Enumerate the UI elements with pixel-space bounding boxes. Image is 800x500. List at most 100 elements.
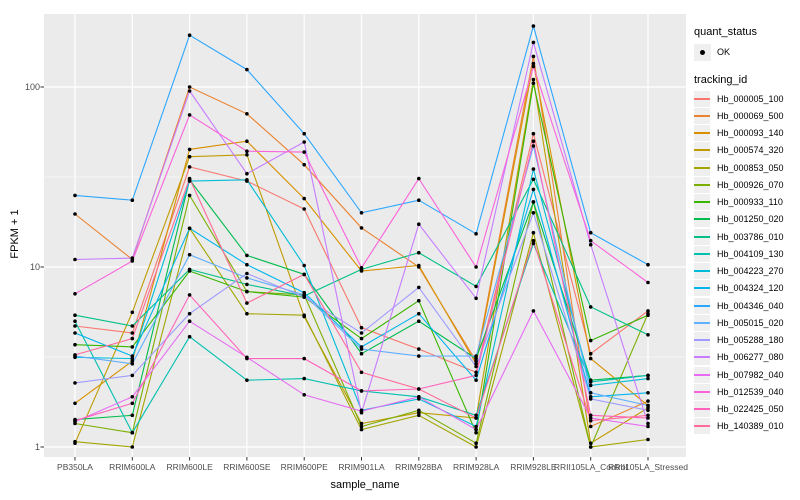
data-point bbox=[302, 313, 307, 318]
data-point bbox=[646, 262, 650, 267]
data-point bbox=[588, 391, 593, 395]
line-sample-icon bbox=[694, 132, 710, 134]
data-point bbox=[245, 171, 249, 176]
data-point bbox=[474, 441, 478, 446]
data-point bbox=[73, 212, 77, 216]
legend-key-swatch bbox=[694, 107, 710, 124]
data-point bbox=[417, 413, 421, 418]
legend-entry-label: Hb_005288_180 bbox=[717, 335, 784, 345]
legend-title-quant-status: quant_status bbox=[694, 26, 757, 38]
x-tick-label: RRIM600LA bbox=[109, 462, 156, 472]
data-point bbox=[130, 430, 135, 435]
data-point bbox=[73, 292, 77, 296]
data-point bbox=[417, 319, 421, 324]
data-point bbox=[474, 370, 478, 375]
data-point bbox=[531, 309, 536, 313]
data-point bbox=[359, 389, 364, 393]
data-point bbox=[187, 33, 192, 37]
data-point bbox=[73, 401, 77, 406]
legend-entry-label: Hb_012539_040 bbox=[717, 386, 784, 397]
data-point bbox=[588, 383, 593, 388]
data-point bbox=[417, 176, 421, 181]
legend-key-swatch bbox=[694, 159, 710, 176]
legend-entry-label: Hb_000005_100 bbox=[717, 93, 784, 104]
legend-entry-label: Hb_004223_270 bbox=[717, 266, 784, 276]
data-point bbox=[302, 356, 307, 361]
data-point bbox=[302, 393, 307, 397]
line-sample-icon bbox=[694, 183, 710, 186]
legend-entry-label: Hb_000853_050 bbox=[717, 162, 784, 173]
data-point bbox=[130, 259, 135, 263]
data-point bbox=[245, 149, 249, 153]
data-point bbox=[531, 167, 536, 171]
data-point bbox=[187, 334, 192, 339]
y-axis-title: FPKM + 1 bbox=[9, 209, 21, 259]
data-point bbox=[417, 347, 421, 351]
data-point bbox=[187, 319, 192, 324]
data-point bbox=[417, 395, 421, 399]
data-points bbox=[73, 24, 650, 449]
data-point bbox=[302, 272, 307, 277]
data-point bbox=[130, 198, 135, 202]
data-point bbox=[417, 387, 421, 391]
data-point bbox=[588, 305, 593, 309]
data-point bbox=[73, 193, 77, 198]
data-point bbox=[588, 416, 593, 420]
legend-key-swatch bbox=[694, 401, 710, 417]
line-sample-icon bbox=[694, 166, 710, 169]
data-point bbox=[646, 413, 650, 418]
data-point bbox=[73, 418, 77, 423]
data-point bbox=[187, 154, 192, 159]
data-point bbox=[588, 445, 593, 449]
data-point bbox=[245, 282, 249, 287]
data-point bbox=[187, 252, 192, 257]
y-tick-label: 1 bbox=[34, 442, 40, 452]
legend-key-swatch bbox=[694, 263, 710, 279]
data-point bbox=[73, 439, 77, 444]
legend-key-swatch bbox=[694, 125, 710, 141]
data-point bbox=[646, 399, 650, 403]
data-point bbox=[245, 112, 249, 116]
x-tick-label: RRIM928LA bbox=[452, 462, 500, 472]
data-point bbox=[474, 265, 478, 269]
legend-key-swatch bbox=[694, 194, 710, 210]
data-point bbox=[245, 271, 249, 276]
line-sample-icon bbox=[694, 235, 710, 238]
data-point bbox=[417, 354, 421, 358]
data-point bbox=[531, 238, 536, 243]
data-point bbox=[646, 309, 650, 313]
data-point bbox=[187, 179, 192, 183]
data-point bbox=[302, 140, 307, 144]
data-point bbox=[302, 376, 307, 381]
legend-key-swatch bbox=[694, 332, 710, 348]
data-point bbox=[359, 427, 364, 432]
data-point bbox=[130, 445, 135, 449]
data-point bbox=[417, 298, 421, 303]
legend-key-swatch bbox=[694, 418, 710, 435]
data-point bbox=[646, 403, 650, 408]
x-tick-label: RRIM901LA bbox=[338, 462, 385, 472]
data-point bbox=[531, 211, 536, 215]
data-point bbox=[130, 256, 135, 260]
data-point bbox=[646, 373, 650, 378]
legend-key-swatch bbox=[694, 211, 710, 228]
line-sample-icon bbox=[694, 287, 710, 290]
x-tick-label: PB350LA bbox=[57, 462, 93, 472]
legend-key-swatch bbox=[694, 366, 710, 383]
data-point bbox=[474, 284, 478, 289]
data-point bbox=[245, 67, 249, 72]
data-point bbox=[646, 333, 650, 337]
data-point bbox=[130, 362, 135, 366]
data-point bbox=[531, 61, 536, 66]
data-point bbox=[474, 362, 478, 366]
data-point bbox=[245, 276, 249, 280]
line-sample-icon bbox=[694, 201, 710, 203]
data-point bbox=[531, 230, 536, 235]
data-point bbox=[359, 266, 364, 270]
data-point bbox=[531, 40, 536, 45]
legend-key-swatch bbox=[694, 90, 710, 107]
data-point bbox=[646, 424, 650, 429]
legend-entry-label: Hb_006277_080 bbox=[717, 352, 784, 363]
data-point bbox=[187, 176, 192, 181]
legend-key-swatch bbox=[694, 142, 710, 159]
